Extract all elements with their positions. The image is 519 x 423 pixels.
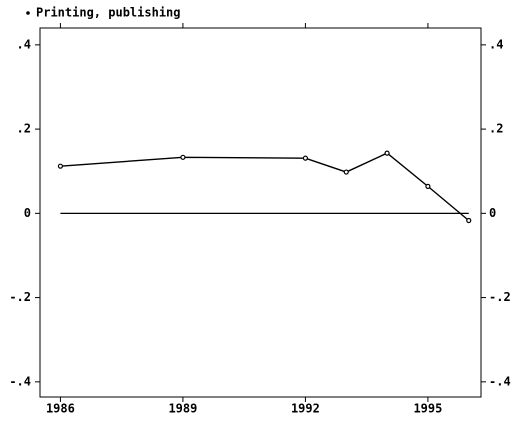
plot-frame [39,27,482,398]
y-tick-label: .2 [17,122,31,136]
y2-tick-label: .2 [489,122,503,136]
data-line [60,152,470,222]
legend-marker [26,11,30,15]
data-point [466,217,472,224]
y2-tick-label: .4 [489,37,503,51]
y2-tick-label: 0 [489,206,496,220]
y-tick-label: -.4 [9,374,31,388]
y2-tick-label: -.2 [489,290,511,304]
data-point [302,155,309,161]
data-point [384,150,390,156]
data-point [57,163,64,169]
x-tick-label: 1992 [291,402,320,416]
y-tick-label: -.2 [9,290,31,304]
data-point [343,169,349,175]
y-tick-label: 0 [24,206,31,220]
x-tick-label: 1986 [46,402,75,416]
y-tick-label: .4 [17,37,31,51]
x-tick-label: 1995 [413,402,442,416]
legend-label: Printing, publishing [36,6,181,20]
data-point [425,183,431,189]
x-tick-label: 1989 [168,402,197,416]
y2-tick-label: -.4 [489,374,511,388]
data-point [180,154,186,160]
